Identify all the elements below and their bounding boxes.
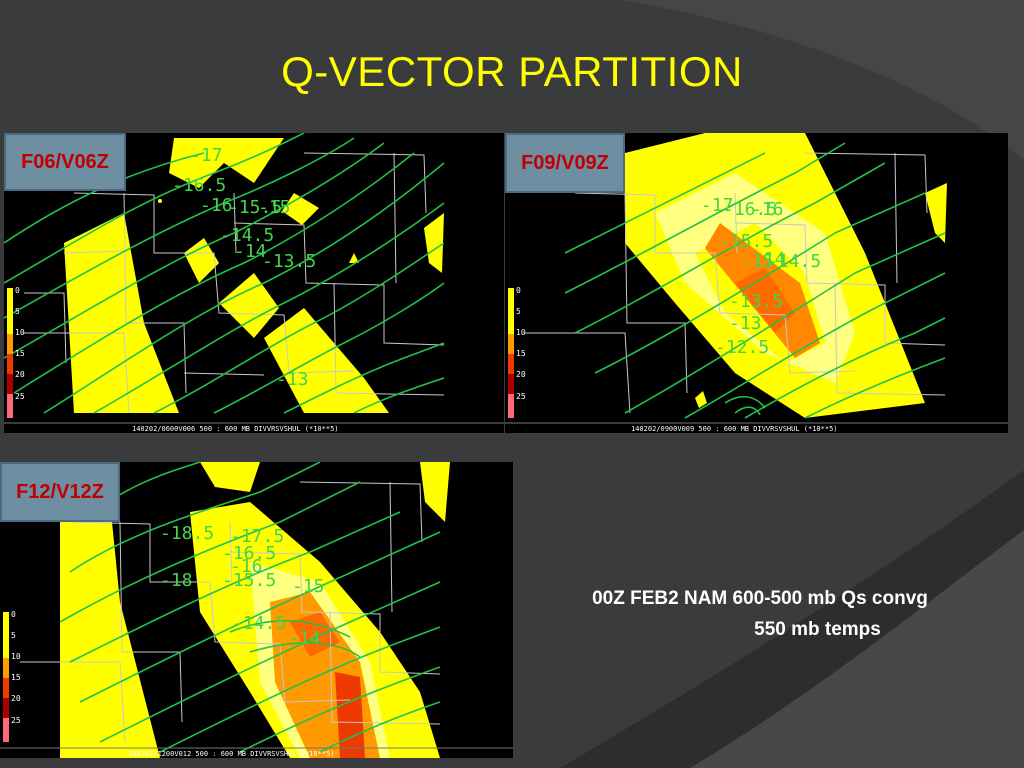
contour-label: -15 — [292, 576, 325, 597]
scale-tick: 5 — [516, 307, 521, 316]
shaded-regions — [64, 138, 444, 413]
caption-line-1: 00Z FEB2 NAM 600-500 mb Qs convg — [592, 588, 928, 609]
map-panel-f09: -17 -16.5 -16 -15.5 -15 -14.5 -14 -13.5 … — [505, 133, 1008, 433]
panel-label-f12: F12/V12Z — [0, 462, 120, 522]
map-panel-f06: -17 -16.5 -16 -15.5 -15 -14.5 -14 -13.5 … — [4, 133, 504, 433]
contour-label: -16.5 — [222, 543, 276, 564]
map-panel-f12: -18.5 -18 -17.5 -16.5 -16 -15.5 -15 -14.… — [0, 462, 513, 758]
contour-label: -18.5 — [160, 523, 214, 544]
scale-tick: 20 — [516, 370, 526, 379]
caption-line-2: 550 mb temps — [754, 619, 881, 640]
map-f06: -17 -16.5 -16 -15.5 -15 -14.5 -14 -13.5 … — [4, 133, 504, 433]
contour-label: -16 — [230, 556, 263, 577]
contour-label: -15.5 — [228, 197, 282, 218]
scale-tick: 5 — [15, 307, 20, 316]
contour-label: -12.5 — [715, 337, 769, 358]
scale-tick: 25 — [11, 716, 21, 725]
contour-label: -15 — [258, 197, 291, 218]
contour-label: -13 — [729, 313, 762, 334]
map-f12: -18.5 -18 -17.5 -16.5 -16 -15.5 -15 -14.… — [0, 462, 513, 758]
state-county-borders — [20, 481, 441, 743]
scale-tick: 20 — [11, 694, 21, 703]
contour-label: -15 — [741, 251, 774, 272]
contour-labels: -17 -16.5 -16 -15.5 -15 -14.5 -14 -13.5 … — [172, 145, 316, 390]
shaded-regions — [60, 462, 450, 758]
slide-title: Q-VECTOR PARTITION — [281, 48, 743, 95]
color-scale-legend: 0 5 10 15 20 25 — [7, 286, 25, 418]
contour-label: -13.5 — [262, 251, 316, 272]
scale-tick: 0 — [516, 286, 521, 295]
contour-label: -16.5 — [723, 199, 777, 220]
contour-lines — [59, 462, 441, 753]
map-f09: -17 -16.5 -16 -15.5 -15 -14.5 -14 -13.5 … — [505, 133, 1008, 433]
contour-label: -14 — [753, 249, 786, 270]
scale-tick: 15 — [15, 349, 25, 358]
contour-label: -15.5 — [222, 570, 276, 591]
contour-label: -14 — [288, 628, 321, 649]
contour-lines — [4, 133, 445, 414]
scale-tick: 25 — [15, 392, 25, 401]
color-scale-legend: 0 5 10 15 20 25 — [508, 286, 526, 418]
contour-label: -14.5 — [220, 225, 274, 246]
contour-label: -16 — [751, 199, 784, 220]
panel-footer: 140202/1200V012 500 : 600 MB DIVVRSVSHUL… — [128, 750, 335, 758]
contour-label: -17.5 — [230, 526, 284, 547]
contour-lines — [564, 142, 946, 419]
contour-label: -17 — [190, 145, 223, 166]
scale-tick: 25 — [516, 392, 526, 401]
scale-tick: 10 — [11, 652, 21, 661]
contour-label: -14.5 — [232, 613, 286, 634]
scale-tick: 5 — [11, 631, 16, 640]
scale-tick: 0 — [11, 610, 16, 619]
contour-label: -17 — [701, 195, 734, 216]
contour-label: -16 — [200, 195, 233, 216]
contour-label: -18 — [160, 570, 193, 591]
contour-labels: -18.5 -18 -17.5 -16.5 -16 -15.5 -15 -14.… — [160, 523, 325, 649]
caption: 00Z FEB2 NAM 600-500 mb Qs convg 550 mb … — [520, 583, 1000, 645]
contour-label: -14 — [234, 241, 267, 262]
scale-tick: 10 — [516, 328, 526, 337]
contour-labels: -17 -16.5 -16 -15.5 -15 -14.5 -14 -13.5 … — [701, 195, 821, 358]
panel-footer: 140202/0600V006 500 : 600 MB DIVVRSVSHUL… — [132, 425, 339, 433]
color-scale-legend: 0 5 10 15 20 25 — [3, 610, 21, 742]
state-county-borders — [525, 152, 946, 414]
scale-tick: 0 — [15, 286, 20, 295]
contour-label: -13.5 — [729, 291, 783, 312]
scale-tick: 15 — [11, 673, 21, 682]
contour-label: -15.5 — [719, 231, 773, 252]
panel-footer: 140202/0900V009 500 : 600 MB DIVVRSVSHUL… — [631, 425, 838, 433]
scale-tick: 10 — [15, 328, 25, 337]
contour-label: -16.5 — [172, 175, 226, 196]
contour-label: -13 — [276, 369, 309, 390]
scale-tick: 15 — [516, 349, 526, 358]
panel-label-f09: F09/V09Z — [505, 133, 625, 193]
panel-label-f06: F06/V06Z — [4, 133, 126, 191]
contour-label: -14.5 — [767, 251, 821, 272]
scale-tick: 20 — [15, 370, 25, 379]
